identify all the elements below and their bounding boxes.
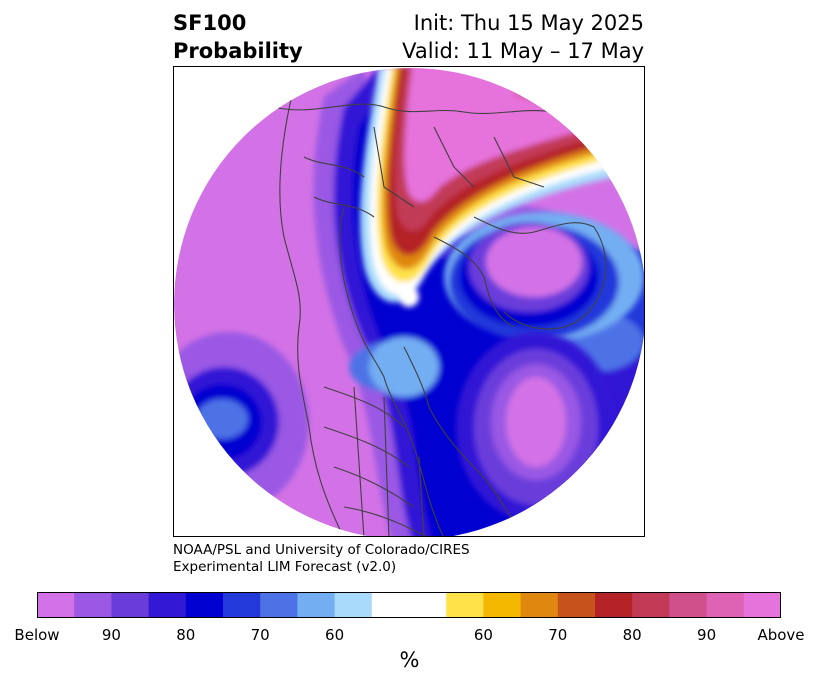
- colorbar-tick-label: 80: [176, 626, 196, 644]
- colorbar: [37, 592, 781, 618]
- title-metric: Probability: [173, 39, 303, 63]
- colorbar-unit: %: [399, 648, 420, 672]
- colorbar-tick-label: Below: [14, 626, 60, 644]
- colorbar-cell: [371, 592, 447, 618]
- valid-range: Valid: 11 May – 17 May: [402, 39, 644, 63]
- colorbar-tick-label: Above: [757, 626, 805, 644]
- attribution: NOAA/PSL and University of Colorado/CIRE…: [173, 542, 470, 576]
- colorbar-border: [37, 592, 781, 618]
- colorbar-cell: [483, 592, 522, 618]
- probability-field: [174, 68, 644, 536]
- map-title: SF100 Probability: [173, 9, 303, 65]
- title-variable: SF100: [173, 11, 247, 35]
- attribution-line2: Experimental LIM Forecast (v2.0): [173, 559, 397, 575]
- forecast-dates: Init: Thu 15 May 2025 Valid: 11 May – 17…: [402, 9, 644, 65]
- map-panel: [173, 66, 645, 537]
- colorbar-tick-label: 70: [250, 626, 270, 644]
- colorbar-cell: [632, 592, 670, 618]
- colorbar-tick-label: 60: [325, 626, 345, 644]
- colorbar-cell: [297, 592, 336, 618]
- colorbar-tick-label: 80: [622, 626, 642, 644]
- colorbar-cell: [334, 592, 373, 618]
- colorbar-tick-label: 70: [548, 626, 568, 644]
- colorbar-tick-label: 60: [473, 626, 493, 644]
- colorbar-cell: [111, 592, 150, 618]
- forecast-map: [174, 68, 644, 536]
- colorbar-cell: [520, 592, 559, 618]
- attribution-line1: NOAA/PSL and University of Colorado/CIRE…: [173, 542, 470, 558]
- colorbar-tick-label: 90: [697, 626, 717, 644]
- colorbar-cell: [706, 592, 745, 618]
- colorbar-cell: [74, 592, 112, 618]
- init-date: Init: Thu 15 May 2025: [413, 11, 644, 35]
- colorbar-cell: [185, 592, 224, 618]
- coastlines: [273, 86, 635, 536]
- colorbar-tick-labels: Below 90 80 70 60 60 70 80 90 Above: [0, 626, 819, 646]
- colorbar-cell: [557, 592, 596, 618]
- colorbar-cell: [260, 592, 298, 618]
- colorbar-cell: [446, 592, 484, 618]
- colorbar-cell: [148, 592, 187, 618]
- colorbar-cell: [223, 592, 261, 618]
- colorbar-tick-label: 90: [101, 626, 121, 644]
- colorbar-cell: [743, 592, 781, 618]
- colorbar-cell: [595, 592, 633, 618]
- colorbar-cell: [37, 592, 75, 618]
- colorbar-cell: [669, 592, 708, 618]
